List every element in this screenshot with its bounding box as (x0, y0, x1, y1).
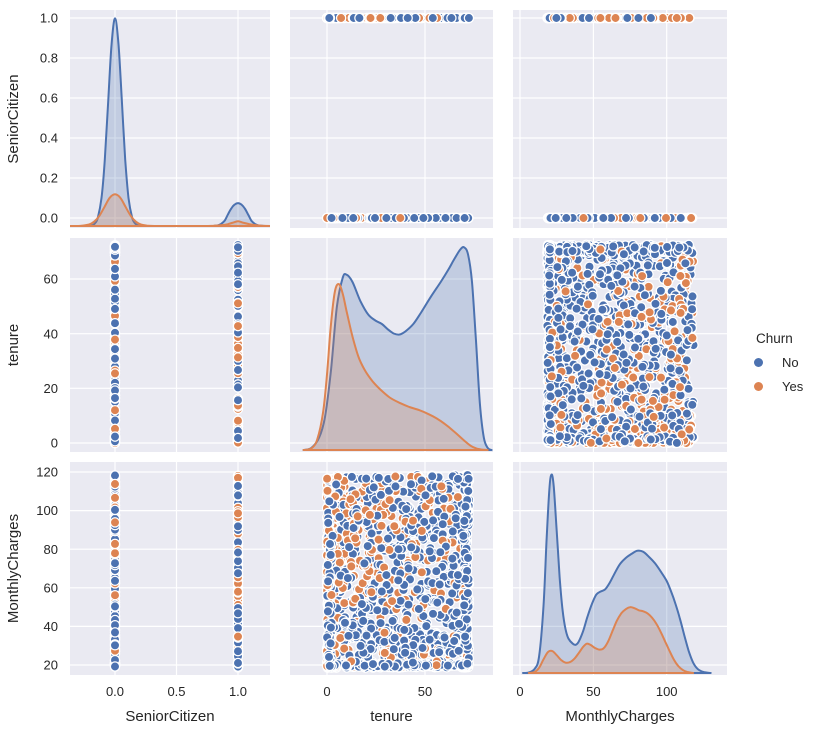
x-tick-label: 0 (516, 684, 523, 699)
x-axis-label-SeniorCitizen: SeniorCitizen (125, 708, 214, 725)
subplot-r0c1 (290, 10, 493, 228)
subplot-r0c0 (70, 10, 270, 228)
y-tick-label: 40 (44, 619, 58, 634)
x-axis-label-tenure: tenure (370, 708, 413, 725)
x-tick-label: 100 (656, 684, 678, 699)
legend-marker-no-icon (754, 358, 763, 367)
x-tick-label: 0 (323, 684, 330, 699)
legend-title: Churn (756, 331, 793, 346)
subplot-r2c2 (513, 462, 727, 675)
y-tick-label: 60 (44, 580, 58, 595)
y-tick-label: 100 (36, 503, 58, 518)
y-axis-label-SeniorCitizen: SeniorCitizen (5, 74, 22, 163)
x-tick-label: 0.0 (106, 684, 124, 699)
y-tick-label: 20 (44, 381, 58, 396)
y-tick-label: 40 (44, 326, 58, 341)
y-tick-label: 0.8 (40, 51, 58, 66)
y-tick-label: 60 (44, 272, 58, 287)
legend-item-no: No (741, 355, 803, 370)
subplot-r1c2 (513, 238, 727, 452)
x-tick-label: 50 (418, 684, 432, 699)
y-tick-label: 80 (44, 542, 58, 557)
y-tick-label: 20 (44, 658, 58, 673)
subplot-r1c0 (70, 238, 270, 452)
y-tick-label: 0.2 (40, 171, 58, 186)
y-tick-label: 0 (51, 436, 58, 451)
legend-label-yes: Yes (782, 379, 804, 394)
legend: Churn No Yes (741, 331, 803, 403)
y-tick-label: 0.4 (40, 131, 58, 146)
y-axis-label-MonthlyCharges: MonthlyCharges (5, 514, 22, 623)
x-axis-label-MonthlyCharges: MonthlyCharges (565, 708, 674, 725)
y-tick-label: 1.0 (40, 11, 58, 26)
subplot-r2c1 (290, 462, 493, 675)
x-tick-label: 0.5 (167, 684, 185, 699)
subplot-r2c0 (70, 462, 270, 675)
legend-marker-yes-icon (754, 382, 763, 391)
legend-label-no: No (782, 355, 799, 370)
y-tick-label: 120 (36, 465, 58, 480)
x-tick-label: 50 (586, 684, 600, 699)
y-tick-label: 0.0 (40, 211, 58, 226)
y-tick-label: 0.6 (40, 91, 58, 106)
legend-item-yes: Yes (741, 379, 803, 394)
subplot-r0c2 (513, 10, 727, 228)
y-axis-label-tenure: tenure (5, 324, 22, 367)
subplot-r1c1 (290, 238, 493, 452)
x-tick-label: 1.0 (229, 684, 247, 699)
